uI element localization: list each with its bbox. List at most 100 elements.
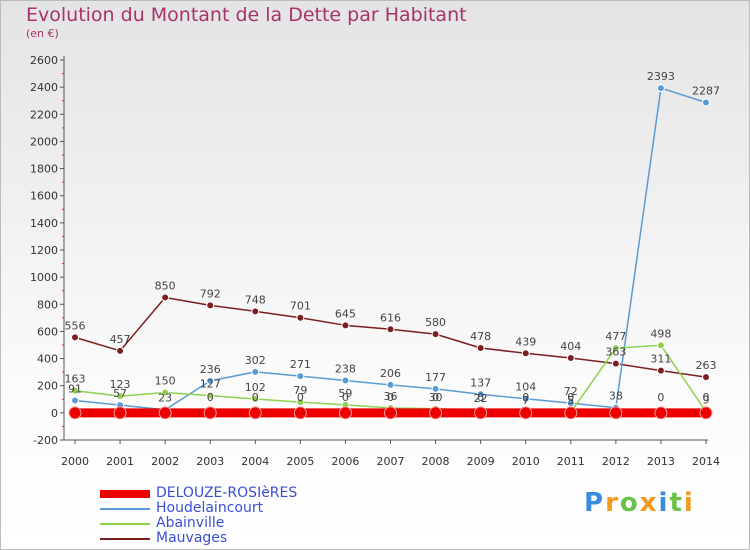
data-label: 238 bbox=[335, 363, 356, 376]
logo-letter: t bbox=[669, 488, 684, 518]
y-tick-label: 2600 bbox=[30, 54, 58, 67]
data-point bbox=[431, 330, 440, 339]
data-label: 137 bbox=[470, 376, 491, 389]
legend-item: Mauvages bbox=[100, 531, 297, 546]
x-tick-label: 2001 bbox=[106, 455, 134, 468]
legend-item: Houdelaincourt bbox=[100, 501, 297, 516]
data-point bbox=[203, 406, 217, 420]
data-point bbox=[611, 359, 620, 368]
x-tick-label: 2004 bbox=[241, 455, 269, 468]
x-tick-label: 2010 bbox=[512, 455, 540, 468]
data-label: 645 bbox=[335, 307, 356, 320]
y-tick-label: 1800 bbox=[30, 163, 58, 176]
data-point bbox=[702, 98, 710, 107]
data-point bbox=[161, 388, 170, 397]
y-tick-label: 800 bbox=[37, 298, 58, 311]
data-label: 271 bbox=[290, 358, 311, 371]
data-label: 556 bbox=[65, 319, 86, 332]
data-point bbox=[71, 333, 79, 342]
data-point bbox=[296, 372, 305, 381]
data-label: 302 bbox=[245, 354, 266, 367]
data-label: 36 bbox=[384, 390, 398, 403]
data-point bbox=[699, 406, 713, 420]
data-label: 0 bbox=[252, 391, 259, 404]
x-tick-label: 2006 bbox=[331, 455, 359, 468]
x-tick-label: 2009 bbox=[467, 455, 495, 468]
data-label: 59 bbox=[338, 387, 352, 400]
y-tick-label: 1600 bbox=[30, 190, 58, 203]
data-point bbox=[702, 373, 710, 382]
legend-swatch bbox=[100, 489, 150, 498]
data-point bbox=[161, 293, 170, 302]
data-label: 0 bbox=[207, 391, 214, 404]
data-label: 0 bbox=[342, 391, 349, 404]
data-label: 123 bbox=[110, 378, 131, 391]
data-point bbox=[296, 398, 305, 407]
x-tick-label: 2014 bbox=[692, 455, 720, 468]
data-label: 311 bbox=[650, 353, 671, 366]
x-tick-label: 2000 bbox=[61, 455, 89, 468]
data-label: 9 bbox=[703, 394, 710, 407]
x-tick-label: 2002 bbox=[151, 455, 179, 468]
data-point bbox=[656, 84, 665, 93]
data-label: 792 bbox=[200, 287, 221, 300]
data-point bbox=[474, 406, 488, 420]
data-point bbox=[654, 406, 668, 420]
data-label: 0 bbox=[432, 391, 439, 404]
legend-item: DELOUZE-ROSIèRES bbox=[100, 486, 297, 501]
data-label: 0 bbox=[522, 391, 529, 404]
legend-swatch bbox=[100, 537, 150, 540]
logo-letter: i bbox=[658, 488, 670, 518]
y-tick-label: 2000 bbox=[30, 135, 58, 148]
data-label: 850 bbox=[155, 280, 176, 293]
data-label: 2287 bbox=[692, 84, 720, 97]
y-tick-label: -200 bbox=[33, 434, 58, 447]
data-label: 478 bbox=[470, 330, 491, 343]
x-tick-label: 2007 bbox=[377, 455, 405, 468]
data-point bbox=[386, 325, 395, 334]
y-tick-label: 1000 bbox=[30, 271, 58, 284]
legend-item: Abainville bbox=[100, 516, 297, 531]
data-label: 457 bbox=[110, 333, 131, 346]
legend-label: Houdelaincourt bbox=[156, 500, 264, 516]
data-point bbox=[251, 307, 260, 316]
data-point bbox=[71, 396, 79, 405]
data-label: 72 bbox=[564, 385, 578, 398]
x-tick-label: 2003 bbox=[196, 455, 224, 468]
data-label: 477 bbox=[605, 330, 626, 343]
legend-label: DELOUZE-ROSIèRES bbox=[156, 485, 298, 501]
data-label: 23 bbox=[158, 392, 172, 405]
data-label: 57 bbox=[113, 387, 127, 400]
data-point bbox=[341, 376, 350, 385]
x-tick-label: 2012 bbox=[602, 455, 630, 468]
x-tick-label: 2011 bbox=[557, 455, 585, 468]
data-label: 580 bbox=[425, 316, 446, 329]
x-tick-label: 2005 bbox=[286, 455, 314, 468]
data-label: 104 bbox=[515, 381, 536, 394]
y-tick-label: 0 bbox=[51, 407, 58, 420]
data-point bbox=[519, 406, 533, 420]
data-point bbox=[341, 321, 350, 330]
data-label: 0 bbox=[567, 391, 574, 404]
legend-label: Mauvages bbox=[156, 530, 228, 546]
y-tick-label: 2200 bbox=[30, 108, 58, 121]
data-label: 404 bbox=[560, 340, 581, 353]
data-point bbox=[158, 406, 172, 420]
data-point bbox=[248, 406, 262, 420]
data-label: 30 bbox=[429, 391, 443, 404]
data-point bbox=[521, 349, 530, 358]
data-point bbox=[293, 406, 307, 420]
y-tick-label: 600 bbox=[37, 325, 58, 338]
y-tick-label: 1200 bbox=[30, 244, 58, 257]
data-label: 163 bbox=[65, 373, 86, 386]
data-point bbox=[296, 313, 305, 322]
data-label: 7 bbox=[522, 394, 529, 407]
data-point bbox=[476, 343, 485, 352]
data-point bbox=[656, 341, 665, 350]
data-point bbox=[521, 394, 530, 403]
data-point bbox=[611, 344, 620, 353]
data-point bbox=[206, 376, 215, 385]
data-label: 0 bbox=[657, 391, 664, 404]
logo-letter: r bbox=[605, 488, 620, 518]
data-label: 102 bbox=[245, 381, 266, 394]
